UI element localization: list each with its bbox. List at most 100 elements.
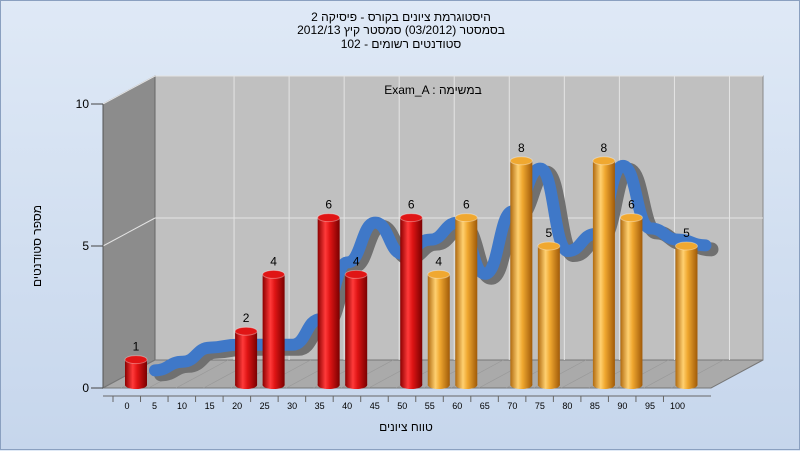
bar-top bbox=[427, 269, 451, 279]
bar-top bbox=[619, 213, 643, 223]
bar-base bbox=[675, 381, 698, 389]
bar-body bbox=[317, 217, 340, 385]
y-axis-label: מספר סטודנטים bbox=[30, 205, 44, 287]
bar-85: 8 bbox=[592, 141, 616, 389]
bar-value-label: 4 bbox=[435, 254, 442, 268]
x-axis-label: טווח ציונים bbox=[379, 420, 433, 434]
chart-title-line-1: היסטוגרמת ציונים בקורס - פיסיקה 2 bbox=[311, 10, 491, 24]
bar-35: 6 bbox=[317, 198, 341, 389]
bar-25: 4 bbox=[262, 254, 286, 389]
bar-top bbox=[234, 326, 258, 336]
y-tick-label: 0 bbox=[82, 381, 89, 395]
bar-base bbox=[345, 381, 368, 389]
y-gridline-side bbox=[102, 217, 156, 247]
bar-50: 6 bbox=[399, 198, 423, 389]
bar-70: 8 bbox=[509, 141, 533, 389]
x-tick-label: 90 bbox=[617, 401, 627, 411]
y-tick-label: 5 bbox=[82, 239, 89, 253]
bar-top bbox=[537, 241, 561, 251]
bar-value-label: 6 bbox=[628, 198, 635, 212]
bar-0: 1 bbox=[124, 340, 148, 389]
bar-top bbox=[509, 156, 533, 166]
x-tick-label: 25 bbox=[260, 401, 270, 411]
bar-top bbox=[454, 213, 478, 223]
x-tick-label: 85 bbox=[590, 401, 600, 411]
chart-title-line-2: בסמסטר (03/2012) סמסטר קיץ 2012/13 bbox=[297, 23, 505, 37]
y-tick-label: 10 bbox=[76, 97, 90, 111]
bar-body bbox=[345, 274, 368, 385]
bar-body bbox=[592, 160, 615, 385]
x-tick-label: 35 bbox=[315, 401, 325, 411]
bar-75: 5 bbox=[537, 226, 561, 389]
bar-top bbox=[592, 156, 616, 166]
bar-value-label: 6 bbox=[408, 198, 415, 212]
x-tick-label: 0 bbox=[124, 401, 129, 411]
bar-body bbox=[455, 217, 478, 385]
bar-base bbox=[620, 381, 643, 389]
x-tick-label: 70 bbox=[507, 401, 517, 411]
annotation-label: Exam_A : במשימה bbox=[384, 83, 482, 97]
bar-base bbox=[400, 381, 423, 389]
bar-body bbox=[125, 359, 147, 385]
y-gridline-side bbox=[102, 75, 156, 105]
bar-value-label: 5 bbox=[683, 226, 690, 240]
bar-body bbox=[675, 246, 698, 385]
x-tick-label: 50 bbox=[397, 401, 407, 411]
bar-base bbox=[262, 381, 285, 389]
x-tick-label: 30 bbox=[287, 401, 297, 411]
bar-value-label: 6 bbox=[463, 198, 470, 212]
bar-value-label: 8 bbox=[601, 141, 608, 155]
bar-base bbox=[317, 381, 340, 389]
x-tick-label: 75 bbox=[535, 401, 545, 411]
floor-gridline bbox=[175, 359, 229, 389]
bar-top bbox=[317, 213, 341, 223]
x-tick-label: 60 bbox=[452, 401, 462, 411]
chart-title-line-3: סטודנטים רשומים - 102 bbox=[340, 37, 462, 51]
x-tick-label: 55 bbox=[425, 401, 435, 411]
bar-top bbox=[399, 213, 423, 223]
bar-value-label: 4 bbox=[353, 254, 360, 268]
bar-base bbox=[510, 381, 533, 389]
bar-body bbox=[510, 160, 533, 385]
x-tick-label: 80 bbox=[562, 401, 572, 411]
x-tick-label: 100 bbox=[670, 401, 685, 411]
bar-90: 6 bbox=[619, 198, 643, 389]
bar-top bbox=[344, 269, 368, 279]
bar-value-label: 6 bbox=[325, 198, 332, 212]
bar-value-label: 5 bbox=[546, 226, 553, 240]
bar-100: 5 bbox=[674, 226, 698, 389]
bar-base bbox=[427, 381, 450, 389]
bar-base bbox=[235, 381, 258, 389]
bar-body bbox=[235, 331, 258, 385]
bar-base bbox=[537, 381, 560, 389]
bar-40: 4 bbox=[344, 254, 368, 389]
x-tick-label: 10 bbox=[177, 401, 187, 411]
bar-value-label: 8 bbox=[518, 141, 525, 155]
bar-value-label: 2 bbox=[243, 311, 250, 325]
bar-body bbox=[620, 217, 643, 385]
x-tick-label: 20 bbox=[232, 401, 242, 411]
x-tick-label: 15 bbox=[205, 401, 215, 411]
x-tick-label: 45 bbox=[370, 401, 380, 411]
bar-body bbox=[262, 274, 285, 385]
bar-55: 4 bbox=[427, 254, 451, 389]
bar-body bbox=[537, 246, 560, 385]
bar-body bbox=[400, 217, 423, 385]
bar-base bbox=[125, 381, 147, 389]
bar-20: 2 bbox=[234, 311, 258, 389]
bar-body bbox=[427, 274, 450, 385]
bar-value-label: 4 bbox=[270, 254, 277, 268]
x-tick-label: 95 bbox=[645, 401, 655, 411]
bar-top bbox=[124, 355, 148, 365]
bar-top bbox=[262, 269, 286, 279]
bar-value-label: 1 bbox=[133, 340, 140, 354]
bar-top bbox=[674, 241, 698, 251]
bar-base bbox=[455, 381, 478, 389]
x-tick-label: 5 bbox=[152, 401, 157, 411]
bar-60: 6 bbox=[454, 198, 478, 389]
bar-base bbox=[592, 381, 615, 389]
x-tick-label: 65 bbox=[480, 401, 490, 411]
x-tick-label: 40 bbox=[342, 401, 352, 411]
